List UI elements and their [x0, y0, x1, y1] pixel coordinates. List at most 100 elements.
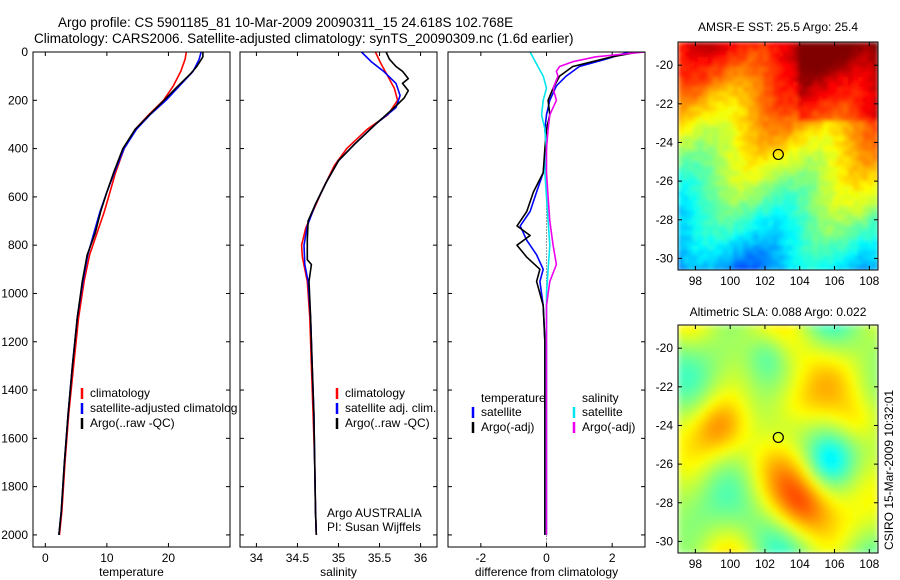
map-cell — [818, 349, 824, 356]
map-cell — [808, 389, 814, 395]
map-cell — [743, 220, 749, 226]
map-cell — [823, 493, 829, 500]
map-cell — [818, 513, 824, 519]
map-cell — [733, 384, 739, 391]
map-cell — [733, 468, 739, 475]
map-cell — [748, 76, 754, 83]
map-cell — [708, 260, 714, 266]
map-cell — [758, 235, 764, 241]
map-cell — [713, 146, 719, 152]
map-cell — [773, 359, 779, 366]
map-cell — [698, 354, 704, 361]
map-cell — [698, 71, 704, 78]
map-cell — [683, 429, 689, 435]
map-cell — [748, 46, 754, 53]
map-cell — [868, 42, 874, 48]
map-cell — [708, 131, 714, 137]
map-cell — [728, 160, 734, 167]
map-cell — [688, 106, 694, 112]
map-cell — [738, 205, 744, 212]
map-cell — [698, 508, 704, 514]
map-cell — [763, 245, 769, 251]
map-cell — [783, 46, 789, 53]
map-cell — [773, 51, 779, 58]
map-cell — [863, 170, 869, 177]
map-cell — [723, 498, 729, 505]
map-cell — [828, 339, 834, 346]
map-cell — [698, 116, 704, 122]
map-cell — [743, 369, 749, 376]
map-cell — [738, 478, 744, 485]
map-cell — [823, 250, 829, 256]
map-cell — [698, 131, 704, 137]
map-cell — [828, 42, 834, 48]
map-cell — [743, 240, 749, 246]
map-cell — [778, 121, 784, 127]
map-cell — [853, 265, 859, 270]
map-cell — [678, 141, 684, 147]
map-cell — [738, 96, 744, 103]
map-cell — [833, 389, 839, 395]
map-cell — [813, 344, 819, 351]
map-cell — [838, 86, 844, 93]
map-cell — [868, 349, 874, 356]
map-cell — [748, 255, 754, 261]
map-cell — [783, 195, 789, 202]
map-cell — [768, 91, 774, 98]
map-cell — [708, 389, 714, 395]
map-cell — [708, 533, 714, 539]
map-cell — [698, 523, 704, 529]
map-cell — [828, 424, 834, 430]
map-cell — [868, 151, 874, 157]
map-cell — [853, 429, 859, 435]
map-cell — [718, 339, 724, 346]
map-cell — [718, 513, 724, 519]
map-cell — [798, 255, 804, 261]
map-cell — [688, 404, 694, 410]
map-cell — [788, 151, 794, 157]
map-cell — [858, 235, 864, 241]
map-cell — [858, 185, 864, 192]
map-cell — [738, 215, 744, 222]
map-cell — [828, 394, 834, 400]
map-cell — [753, 334, 759, 341]
map-cell — [843, 473, 849, 480]
map-cell — [848, 46, 854, 53]
map-cell — [813, 225, 819, 231]
map-cell — [743, 121, 749, 127]
map-cell — [678, 96, 684, 103]
map-cell — [733, 141, 739, 147]
map-cell — [828, 548, 834, 553]
map-cell — [753, 215, 759, 222]
map-cell — [713, 493, 719, 500]
map-cell — [723, 513, 729, 519]
map-cell — [713, 448, 719, 455]
map-cell — [728, 349, 734, 356]
map-cell — [833, 205, 839, 212]
map-cell — [723, 334, 729, 341]
map-cell — [813, 354, 819, 361]
map-cell — [753, 51, 759, 58]
map-cell — [798, 245, 804, 251]
map-cell — [683, 200, 689, 207]
map-cell — [773, 205, 779, 212]
map-cell — [828, 61, 834, 68]
map-cell — [798, 215, 804, 222]
map-cell — [818, 101, 824, 108]
map-cell — [703, 523, 709, 529]
map-cell — [718, 156, 724, 162]
map-cell — [813, 42, 819, 48]
map-cell — [858, 42, 864, 48]
map-cell — [703, 453, 709, 460]
map-cell — [728, 220, 734, 226]
map-cell — [868, 66, 874, 73]
map-cell — [863, 121, 869, 127]
map-cell — [738, 160, 744, 167]
map-cell — [743, 146, 749, 152]
map-cell — [843, 329, 849, 336]
map-cell — [798, 225, 804, 231]
map-cell — [818, 359, 824, 366]
map-cell — [818, 225, 824, 231]
map-cell — [838, 364, 844, 371]
map-cell — [713, 404, 719, 410]
